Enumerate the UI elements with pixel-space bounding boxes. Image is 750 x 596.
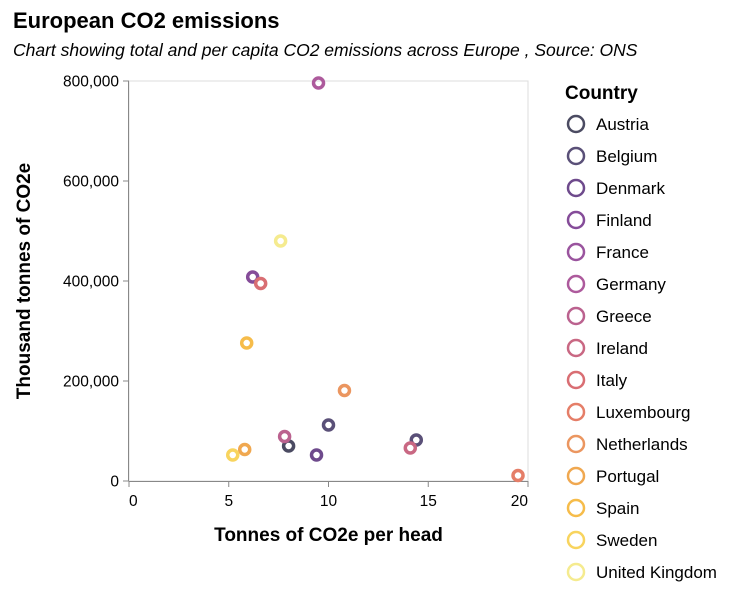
legend-label: Greece <box>596 307 652 326</box>
legend-label: Sweden <box>596 531 657 550</box>
legend-symbol <box>566 210 586 230</box>
y-tick-label: 400,000 <box>63 274 119 291</box>
data-point <box>337 383 352 398</box>
legend-symbol <box>566 338 586 358</box>
y-tick-label: 800,000 <box>63 74 119 91</box>
chart-subtitle: Chart showing total and per capita CO2 e… <box>13 40 638 60</box>
x-tick-label: 20 <box>511 493 529 510</box>
y-axis: 0 200,000 400,000 600,000 800,000 Thousand to… <box>14 74 129 491</box>
legend-label: Germany <box>596 275 666 294</box>
legend-label: Spain <box>596 499 639 518</box>
x-axis: 0 5 10 15 20 Tonnes of CO2e per head <box>128 481 529 546</box>
data-point <box>239 336 254 350</box>
legend-symbol <box>566 274 586 294</box>
legend-title: Country <box>565 83 638 104</box>
legend-symbol <box>566 178 586 198</box>
data-point <box>253 276 268 291</box>
data-point <box>273 234 288 248</box>
legend-label: France <box>596 243 649 262</box>
legend-symbol <box>566 402 586 422</box>
x-tick-label: 10 <box>320 493 338 510</box>
legend-symbol <box>566 242 586 262</box>
legend-label: Netherlands <box>596 435 688 454</box>
legend-label: United Kingdom <box>596 563 717 582</box>
legend-symbol <box>566 466 586 486</box>
legend-symbol <box>566 562 586 582</box>
legend-symbol <box>566 530 586 550</box>
y-tick-label: 200,000 <box>63 374 119 391</box>
y-axis-title: Thousand tonnes of CO2e <box>14 163 35 399</box>
data-point <box>245 270 260 284</box>
legend-symbol <box>566 306 586 326</box>
x-axis-title: Tonnes of CO2e per head <box>214 525 443 546</box>
legend-symbol <box>566 370 586 390</box>
x-tick-label: 0 <box>129 493 138 510</box>
data-point <box>237 442 252 457</box>
data-point <box>225 448 240 462</box>
chart-title: European CO2 emissions <box>13 8 280 33</box>
legend-label: Italy <box>596 371 628 390</box>
y-tick-label: 0 <box>110 474 119 491</box>
legend: Country Austria Belgium Denmark Finland Franc… <box>565 83 717 582</box>
data-point <box>511 468 525 483</box>
legend-label: Finland <box>596 211 652 230</box>
data-point <box>311 76 326 90</box>
legend-symbol <box>566 498 586 518</box>
data-point <box>403 441 418 455</box>
legend-symbol <box>566 146 586 166</box>
legend-label: Ireland <box>596 339 648 358</box>
y-tick-label: 600,000 <box>63 174 119 191</box>
data-point <box>309 448 324 462</box>
legend-symbol <box>566 434 586 454</box>
legend-label: Portugal <box>596 467 659 486</box>
x-tick-label: 15 <box>420 493 437 510</box>
legend-label: Belgium <box>596 147 657 166</box>
legend-label: Luxembourg <box>596 403 691 422</box>
x-tick-label: 5 <box>224 493 233 510</box>
legend-label: Denmark <box>596 179 665 198</box>
data-point <box>277 429 292 444</box>
data-point <box>321 418 336 432</box>
legend-label: Austria <box>596 115 649 134</box>
data-points <box>225 76 525 483</box>
legend-symbol <box>566 114 586 134</box>
